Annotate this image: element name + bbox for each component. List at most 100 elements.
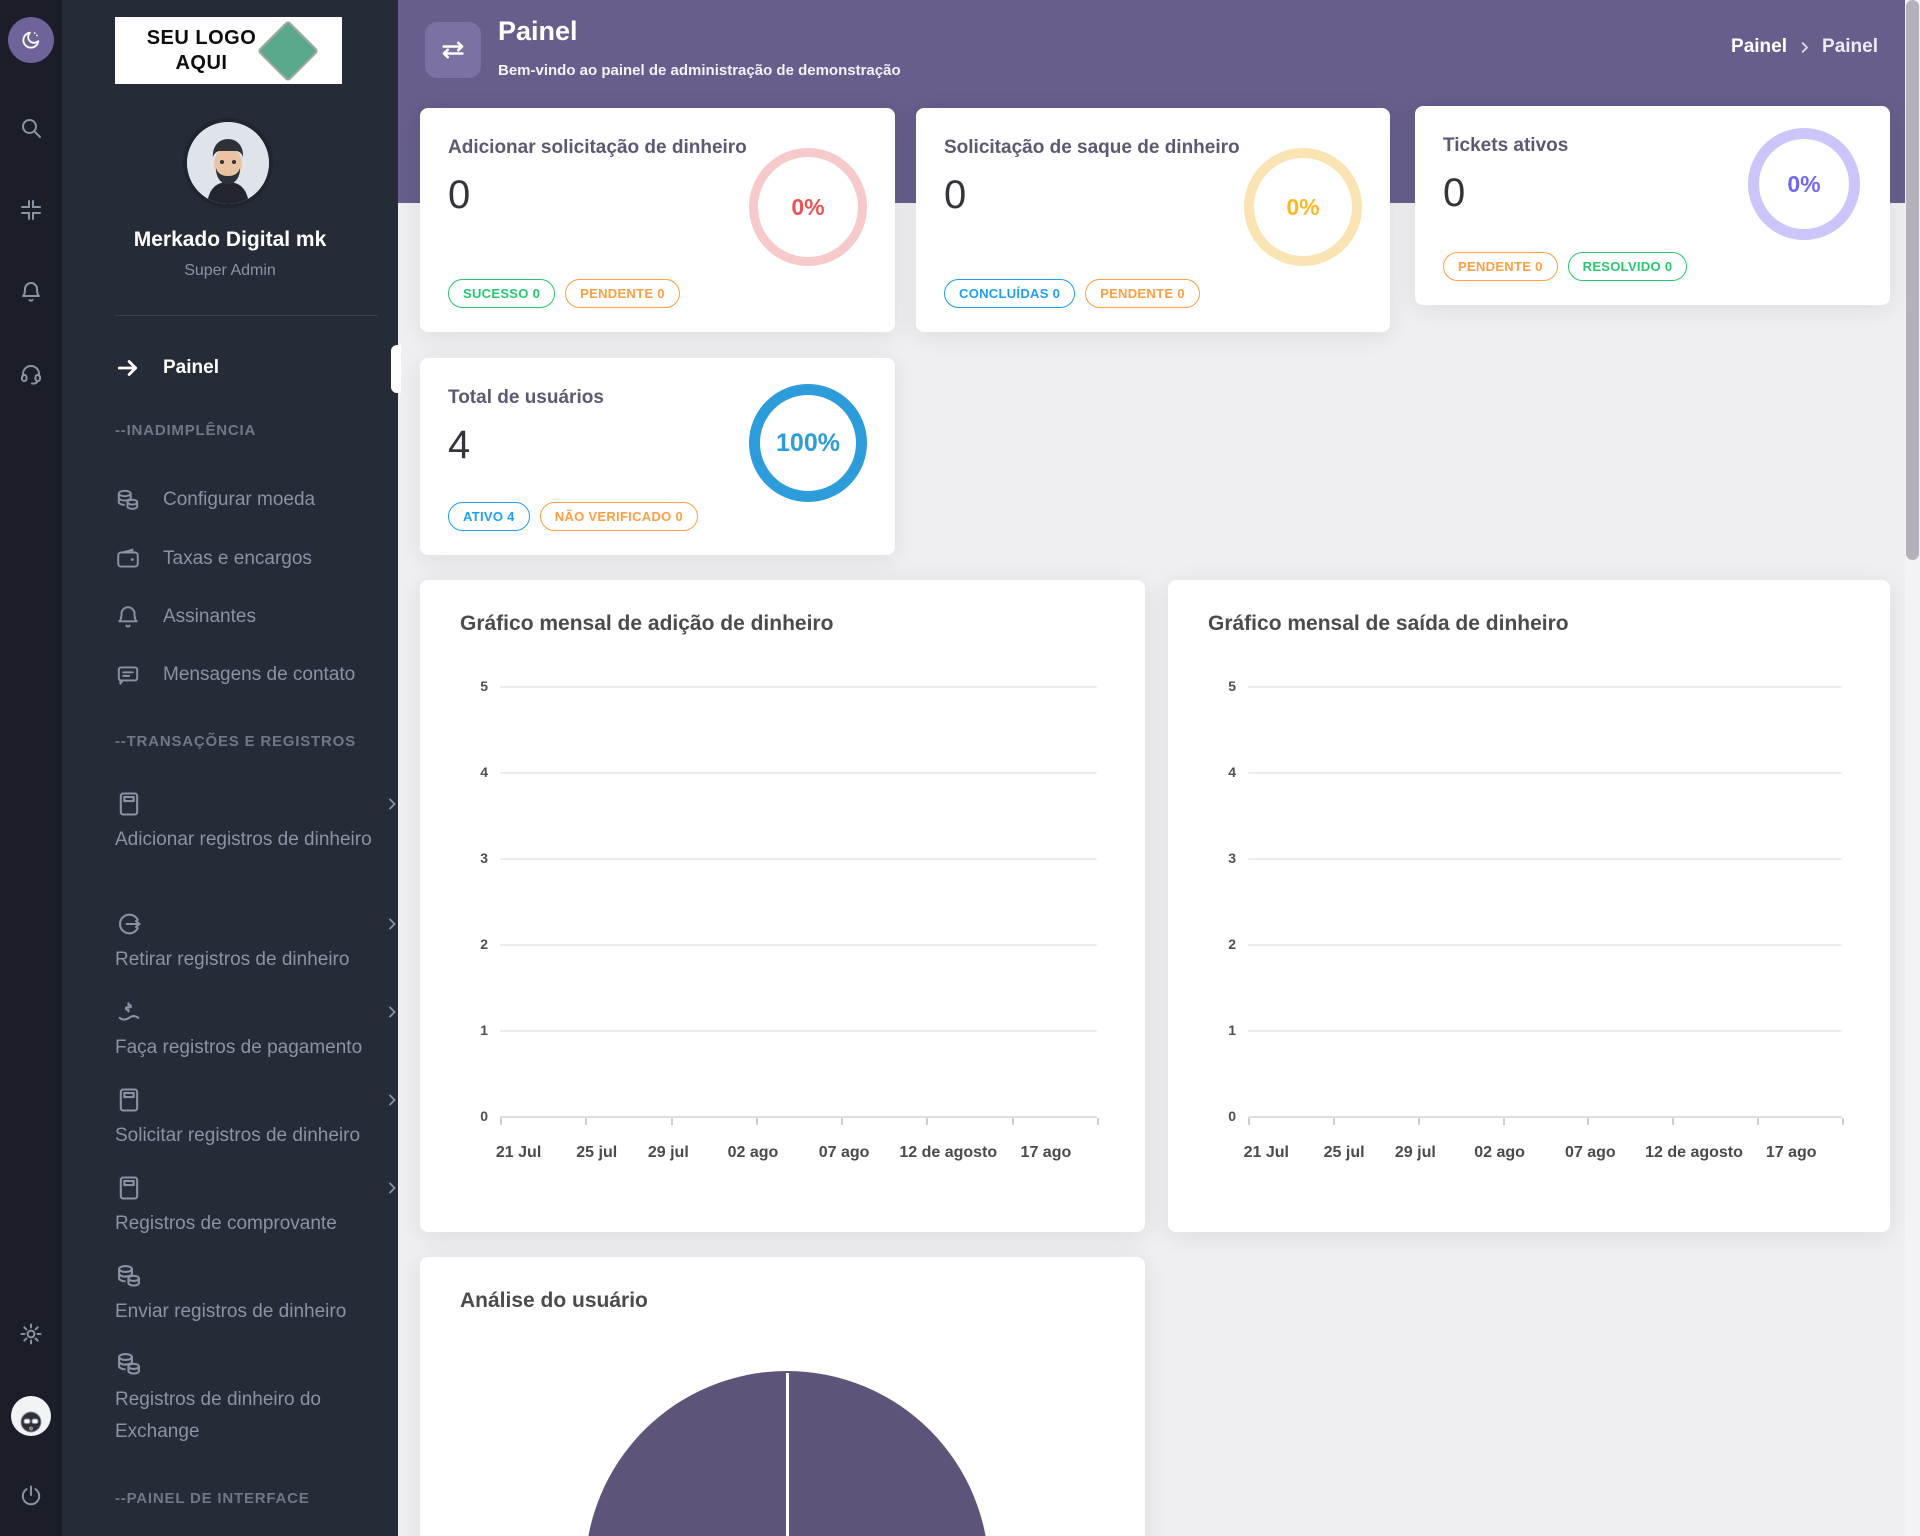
status-badge: ATIVO 4: [448, 502, 530, 531]
user-name: Merkado Digital mk: [133, 228, 327, 251]
stat-card-tickets-ativos: Tickets ativos 0 0% PENDENTE 0 RESOLVIDO…: [1415, 106, 1890, 305]
stat-title: Total de usuários: [448, 387, 604, 408]
sidebar-item-adicionar-registros[interactable]: Adicionar registros de dinheiro: [115, 790, 400, 856]
axis-tick: [1011, 1118, 1014, 1125]
axis-tick: [670, 1118, 673, 1125]
chart-title: Gráfico mensal de saída de dinheiro: [1208, 612, 1569, 635]
gear-icon[interactable]: [0, 1310, 62, 1358]
breadcrumb: Painel Painel: [1731, 36, 1878, 58]
stat-card-solicitacao-saque: Solicitação de saque de dinheiro 0 0% CO…: [916, 108, 1390, 332]
progress-percent: 0%: [1787, 170, 1821, 197]
sidebar-item-faca-registros-pagamento[interactable]: Faça registros de pagamento: [115, 998, 400, 1064]
sidebar-item-enviar-registros[interactable]: Enviar registros de dinheiro: [115, 1262, 400, 1328]
scrollbar-thumb[interactable]: [1906, 0, 1919, 560]
x-tick: 17 ago: [1765, 1144, 1817, 1161]
status-badge: PENDENTE 0: [1443, 252, 1558, 281]
status-badge: CONCLUÍDAS 0: [944, 279, 1076, 308]
x-tick: 25 jul: [576, 1144, 618, 1161]
gridline: [1248, 772, 1842, 774]
progress-ring: 0%: [749, 148, 867, 266]
x-tick: 29 jul: [647, 1144, 689, 1161]
axis-tick: [1587, 1118, 1590, 1125]
y-tick: 3: [1228, 850, 1236, 866]
main-content: Painel Bem-vindo ao painel de administra…: [398, 0, 1920, 1536]
gridline: [1248, 858, 1842, 860]
sidebar-item-assinantes[interactable]: Assinantes: [115, 604, 385, 630]
y-tick: 5: [480, 678, 488, 694]
sidebar-section-painel-interface: --PAINEL DE INTERFACE: [115, 1490, 310, 1507]
stat-card-adicionar-solicitacao: Adicionar solicitação de dinheiro 0 0% S…: [420, 108, 895, 332]
x-tick: 02 ago: [727, 1144, 779, 1161]
sidebar-item-registros-comprovante[interactable]: Registros de comprovante: [115, 1174, 400, 1240]
stat-title: Solicitação de saque de dinheiro: [944, 137, 1240, 158]
axis-tick: [1842, 1118, 1844, 1125]
x-tick: 25 jul: [1323, 1144, 1365, 1161]
axis-tick: [1332, 1118, 1335, 1125]
status-badge: NÃO VERIFICADO 0: [539, 502, 699, 531]
progress-percent: 0%: [1286, 193, 1320, 220]
scrollbar-track[interactable]: [1905, 0, 1920, 1536]
search-icon[interactable]: [0, 104, 62, 152]
breadcrumb-separator-icon: [1801, 41, 1808, 53]
chart-card-saida-dinheiro: Gráfico mensal de saída de dinheiro 5 4 …: [1168, 580, 1890, 1232]
support-headset-icon[interactable]: [0, 350, 62, 398]
axis-tick: [1672, 1118, 1675, 1125]
stat-value: 0: [944, 172, 967, 217]
line-chart-plot: 5 4 3 2 1 0 21 Jul: [460, 678, 1111, 1191]
compress-icon[interactable]: [0, 186, 62, 234]
axis-tick: [1502, 1118, 1505, 1125]
swap-arrows-icon: [442, 41, 464, 59]
icon-rail: [0, 0, 62, 1536]
x-tick: 17 ago: [1020, 1144, 1072, 1161]
chevron-right-icon: [389, 918, 396, 930]
gridline: [1248, 1030, 1842, 1032]
progress-percent: 0%: [791, 193, 825, 220]
sidebar-item-painel[interactable]: Painel: [115, 355, 385, 381]
x-tick: 21 Jul: [495, 1144, 542, 1161]
sidebar-item-mensagens-contato[interactable]: Mensagens de contato: [115, 662, 385, 688]
axis-tick: [926, 1118, 929, 1125]
sidebar-item-configurar-moeda[interactable]: Configurar moeda: [115, 487, 385, 513]
user-role: Super Admin: [184, 262, 276, 279]
theme-toggle-button[interactable]: [0, 16, 62, 64]
notifications-bell-icon[interactable]: [0, 268, 62, 316]
y-tick: 4: [480, 764, 488, 780]
sidebar-item-registros-exchange[interactable]: Registros de dinheiro do Exchange: [115, 1350, 400, 1448]
chevron-right-icon: [389, 1006, 396, 1018]
gridline: [1248, 944, 1842, 946]
user-analysis-card: Análise do usuário: [420, 1257, 1145, 1536]
sidebar: SEU LOGO AQUI Merkado Digital mk Super A…: [62, 0, 398, 1536]
status-badge: PENDENTE 0: [565, 279, 680, 308]
logo-line2: AQUI: [175, 51, 228, 74]
bell-icon: [118, 606, 138, 628]
status-badge: RESOLVIDO 0: [1567, 252, 1688, 281]
header-chip: [425, 22, 481, 78]
y-tick: 1: [1228, 1022, 1236, 1038]
x-tick: 12 de agosto: [899, 1144, 998, 1161]
x-axis-line: [1248, 1116, 1842, 1118]
x-tick: 02 ago: [1474, 1144, 1525, 1161]
y-tick: 3: [480, 850, 488, 866]
page-title: Painel: [498, 16, 578, 46]
moon-icon: [8, 17, 54, 63]
sidebar-item-solicitar-registros[interactable]: Solicitar registros de dinheiro: [115, 1086, 400, 1152]
sidebar-item-taxas-encargos[interactable]: Taxas e encargos: [115, 546, 385, 572]
breadcrumb-current[interactable]: Painel: [1822, 36, 1878, 57]
sidebar-section-inadimplencia: --INADIMPLÊNCIA: [115, 422, 257, 439]
gridline: [500, 772, 1097, 774]
coins-icon: [117, 489, 139, 510]
axis-tick: [840, 1118, 843, 1125]
sidebar-item-retirar-registros[interactable]: Retirar registros de dinheiro: [115, 910, 400, 976]
active-menu-indicator: [391, 345, 401, 393]
chart-card-adicao-dinheiro: Gráfico mensal de adição de dinheiro 5 4…: [420, 580, 1145, 1232]
bot-avatar-icon[interactable]: [0, 1392, 62, 1440]
x-tick: 21 Jul: [1243, 1144, 1289, 1161]
power-icon[interactable]: [0, 1472, 62, 1520]
chat-icon: [117, 666, 139, 685]
pie-slice-divider: [786, 1373, 789, 1536]
axis-tick: [1417, 1118, 1420, 1125]
progress-ring: 100%: [749, 384, 867, 502]
breadcrumb-painel[interactable]: Painel: [1731, 36, 1788, 57]
status-badge: SUCESSO 0: [448, 279, 556, 308]
